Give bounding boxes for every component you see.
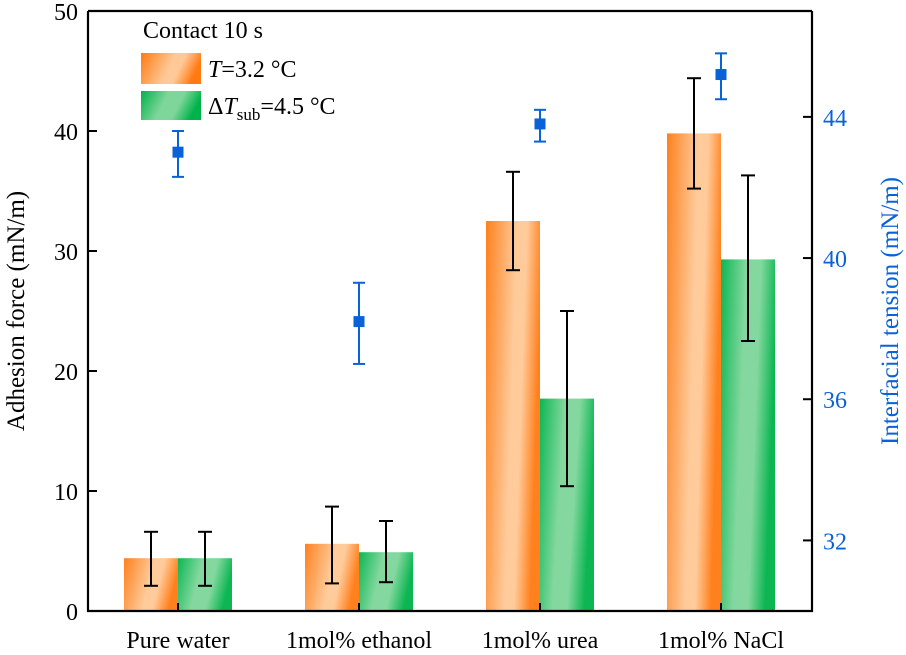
legend-label-t: T=3.2 °C <box>208 57 297 83</box>
y-tick-label-50: 50 <box>54 0 78 26</box>
legend-swatch-green <box>141 91 201 120</box>
y2-tick-label-32: 32 <box>823 529 847 555</box>
y-tick-label-10: 10 <box>54 480 78 506</box>
tension-point-2 <box>534 118 546 130</box>
bar-t-2 <box>486 221 540 611</box>
points-layer <box>172 52 727 365</box>
axes-layer: 0 10 20 30 40 50 32 36 40 44 Pure water 1mol% ethan… <box>54 0 847 654</box>
legend-swatch-orange <box>141 53 201 84</box>
legend-label-sub: sub <box>237 105 261 124</box>
bar-t-3 <box>667 133 721 611</box>
legend-label-t-symbol: T <box>208 57 223 83</box>
legend-label-dtsub: ΔTsub=4.5 °C <box>208 94 336 124</box>
y2-tick-label-44: 44 <box>823 106 847 132</box>
bars-layer <box>124 133 775 611</box>
x-tick-label-2: 1mol% urea <box>482 628 599 654</box>
legend-title: Contact 10 s <box>143 18 263 44</box>
legend-label-t-value: =3.2 °C <box>221 57 296 83</box>
x-tick-label-0: Pure water <box>126 628 229 654</box>
y2-tick-label-40: 40 <box>823 247 847 273</box>
legend-label-dtsub-symbol: T <box>223 94 238 120</box>
legend: Contact 10 s T=3.2 °C ΔTsub=4.5 °C <box>141 18 336 124</box>
y2-axis-title: Interfacial tension (mN/m) <box>877 177 904 445</box>
x-tick-label-3: 1mol% NaCl <box>658 628 784 654</box>
y-tick-label-40: 40 <box>54 120 78 146</box>
legend-label-dtsub-value: =4.5 °C <box>260 94 335 120</box>
y-tick-label-0: 0 <box>66 600 78 626</box>
tension-point-1 <box>353 316 365 328</box>
errorbars-layer <box>144 77 755 587</box>
y-tick-label-20: 20 <box>54 360 78 386</box>
y-axis-title: Adhesion force (mN/m) <box>3 191 30 431</box>
legend-label-delta: Δ <box>208 94 223 120</box>
y2-tick-label-36: 36 <box>823 388 847 414</box>
x-tick-label-1: 1mol% ethanol <box>286 628 432 654</box>
tension-point-3 <box>715 69 727 81</box>
tension-point-0 <box>172 146 184 158</box>
y-tick-label-30: 30 <box>54 240 78 266</box>
